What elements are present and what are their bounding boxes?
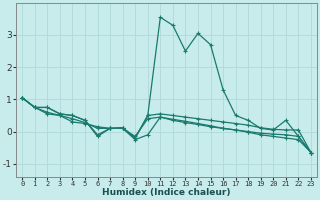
X-axis label: Humidex (Indice chaleur): Humidex (Indice chaleur) (102, 188, 231, 197)
